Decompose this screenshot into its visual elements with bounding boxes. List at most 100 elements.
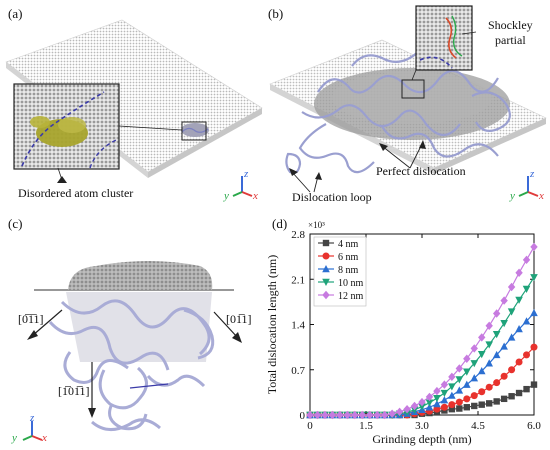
dislocation-network: [285, 45, 511, 175]
zoom-inset-shockley: [415, 5, 473, 71]
annotation-shockley-line2: partial: [495, 33, 526, 47]
data-point-4: [522, 255, 531, 265]
data-point-3: [507, 308, 516, 316]
data-point-1: [478, 388, 486, 396]
data-point-4: [373, 410, 381, 420]
data-point-1: [463, 395, 471, 403]
legend-marker: [322, 239, 330, 247]
x-axis-label: Grinding depth (nm): [372, 432, 471, 446]
annotation-disordered-cluster: Disordered atom cluster: [18, 186, 134, 200]
data-point-0: [448, 405, 456, 413]
data-point-2: [492, 350, 501, 359]
data-point-4: [455, 364, 464, 373]
triad-a-y-label: y: [224, 190, 229, 202]
panel-a-simulation-image: [5, 19, 263, 183]
direction-label-right: [01̅1]: [226, 312, 252, 326]
legend-label: 10 nm: [338, 278, 364, 289]
data-point-2: [530, 308, 538, 317]
legend-label: 6 nm: [338, 252, 359, 263]
data-point-0: [486, 400, 493, 407]
data-point-2: [500, 342, 508, 350]
data-point-0: [493, 398, 500, 405]
data-point-4: [500, 296, 508, 305]
data-point-4: [470, 344, 478, 353]
zoom-marker-box: [181, 121, 207, 141]
data-point-4: [410, 401, 419, 411]
data-point-4: [403, 404, 411, 414]
direction-label-down: [1̅01̅1]: [58, 384, 90, 398]
data-point-1: [440, 403, 448, 411]
triad-c-x-label: x: [42, 432, 47, 444]
data-point-2: [463, 380, 471, 388]
data-point-3: [522, 285, 531, 293]
data-point-4: [351, 410, 359, 420]
data-point-1: [485, 383, 493, 391]
data-point-3: [455, 376, 464, 384]
axis-triad-c: [22, 421, 43, 441]
data-point-3: [500, 320, 508, 328]
data-point-3: [492, 330, 501, 339]
data-point-3: [418, 403, 426, 411]
y-tick-label: 2.8: [291, 229, 305, 241]
panel-c-simulation-image: [27, 261, 242, 431]
data-point-3: [530, 274, 538, 282]
dislocation-network: [48, 299, 215, 431]
y-multiplier-label: ×10³: [308, 220, 325, 230]
data-point-4: [328, 410, 337, 420]
data-point-4: [425, 392, 434, 402]
data-point-3: [515, 296, 523, 304]
data-point-3: [477, 351, 486, 359]
data-point-0: [478, 401, 485, 408]
data-point-3: [410, 406, 419, 414]
data-point-4: [485, 321, 493, 330]
legend-marker: [322, 278, 330, 286]
legend-label: 4 nm: [338, 239, 359, 250]
data-point-2: [470, 374, 479, 382]
data-point-2: [455, 386, 464, 394]
data-point-2: [433, 400, 441, 408]
legend-label: 12 nm: [338, 291, 364, 302]
data-point-4: [507, 282, 516, 292]
data-point-3: [440, 389, 449, 398]
data-point-4: [515, 268, 523, 277]
x-tick-label: 6.0: [527, 420, 541, 432]
data-point-0: [463, 404, 470, 411]
panel-d: (d) 0 1.5 3.0 4.5 6.0 0 0.7 1.4 2.1 2.8 Grinding d…: [262, 212, 550, 450]
panel-b: (b): [262, 0, 550, 210]
triad-c-y-label: y: [12, 432, 17, 444]
triad-b-z-label: z: [530, 168, 535, 180]
y-tick-label: 2.1: [291, 274, 305, 286]
data-point-0: [456, 405, 463, 412]
data-point-4: [440, 380, 449, 389]
axis-triad-a: [232, 176, 253, 197]
data-point-4: [478, 333, 486, 342]
dislocation-length-chart: 0 1.5 3.0 4.5 6.0 0 0.7 1.4 2.1 2.8 Grinding depth…: [265, 220, 541, 446]
panel-c-letter: (c): [8, 216, 23, 231]
data-point-4: [530, 242, 538, 252]
data-point-4: [321, 410, 329, 420]
data-point-4: [358, 410, 366, 420]
data-point-1: [470, 392, 478, 400]
legend-label: 8 nm: [338, 265, 359, 276]
triad-b-x-label: x: [539, 190, 544, 202]
legend-marker: [322, 290, 330, 300]
panel-b-letter: (b): [268, 6, 284, 21]
data-point-2: [425, 403, 434, 411]
data-point-2: [507, 333, 516, 341]
axis-triad-b: [518, 176, 539, 197]
direction-label-left: [0̅1̅1]: [18, 312, 44, 326]
data-point-0: [515, 389, 523, 397]
data-point-1: [523, 351, 531, 359]
data-point-4: [433, 386, 441, 396]
annotation-shockley-line1: Shockley: [488, 18, 533, 32]
data-point-1: [448, 401, 456, 409]
panel-a: (a) Disord: [0, 0, 265, 205]
data-point-3: [433, 394, 441, 403]
x-tick-label: 0: [307, 420, 313, 432]
legend-marker: [322, 265, 330, 273]
panel-a-letter: (a): [8, 6, 23, 21]
data-point-1: [433, 405, 441, 413]
panel-b-simulation-image: [269, 5, 547, 193]
data-point-2: [522, 317, 531, 325]
zoom-inset-cluster: [13, 83, 120, 170]
